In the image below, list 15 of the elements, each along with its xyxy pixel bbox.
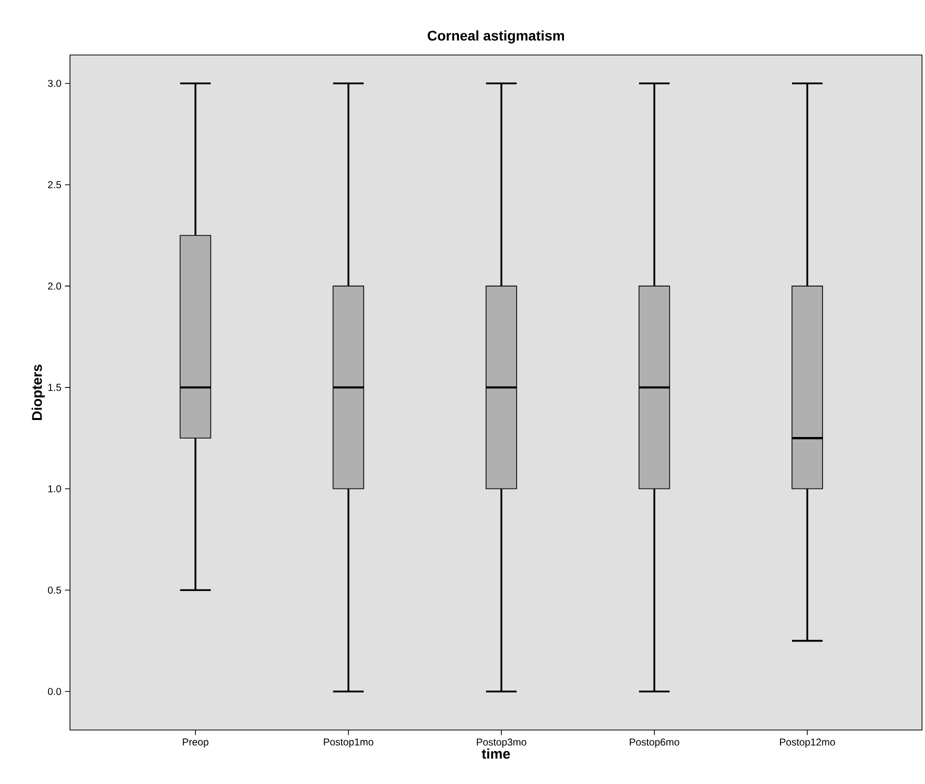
x-tick-label: Postop6mo [630, 738, 680, 748]
y-tick-label: 2.5 [48, 181, 62, 188]
y-tick-label: 3.0 [48, 80, 62, 87]
chart-title: Corneal astigmatism [428, 30, 564, 44]
x-tick-label: Postop12mo [780, 738, 835, 748]
x-tick-label: Preop [182, 738, 208, 748]
x-tick-label: Postop3mo [476, 738, 526, 748]
y-axis-title: Diopters [32, 364, 45, 420]
x-axis-title: time [482, 748, 510, 759]
y-tick-label: 0.5 [48, 586, 62, 594]
y-tick-label: 0.0 [48, 688, 62, 696]
x-tick-label: Postop1mo [324, 738, 374, 748]
y-tick-label: 1.5 [48, 384, 62, 391]
y-tick-label: 1.0 [48, 485, 62, 492]
y-tick-label: 2.0 [48, 282, 62, 290]
